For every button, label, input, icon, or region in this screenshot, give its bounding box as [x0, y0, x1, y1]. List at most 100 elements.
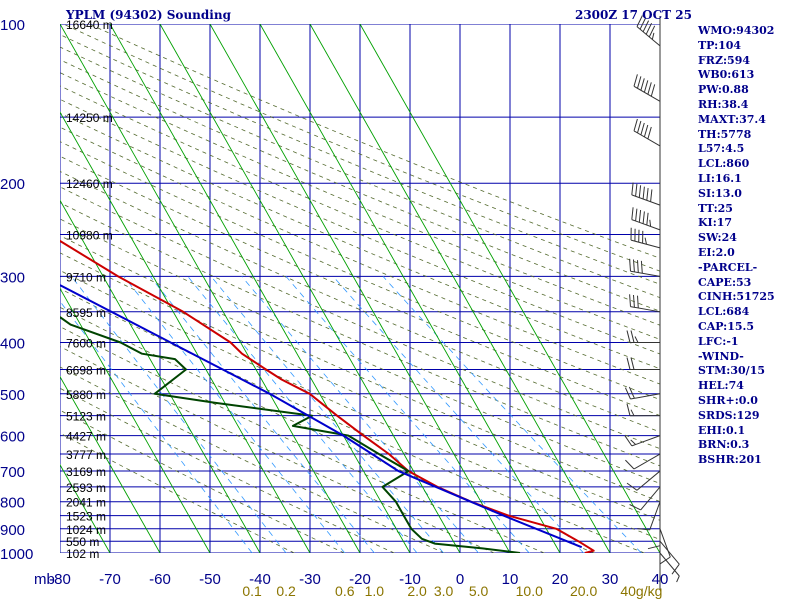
wind-barb-flag — [629, 294, 631, 307]
mixing-ratio-label: 2.0 — [407, 583, 427, 599]
wind-barb-flag — [671, 563, 680, 575]
mixing-ratio-line — [60, 300, 253, 553]
mixing-ratio-line — [210, 276, 444, 553]
dry-adiabat-line — [60, 171, 660, 433]
wind-barb-flag — [642, 20, 650, 33]
wind-barb-staff — [631, 194, 661, 206]
wind-barb-flag — [630, 409, 635, 416]
pressure-tick-label: 700 — [0, 464, 25, 481]
index-item: -PARCEL- — [698, 260, 758, 274]
index-item: BSHR:201 — [698, 453, 762, 467]
dry-adiabat-line — [60, 218, 660, 484]
mixing-ratio-lines — [60, 276, 642, 553]
mixing-ratio-line — [187, 276, 418, 553]
height-label: 6698 m — [66, 364, 106, 378]
wind-barb-flag — [637, 295, 639, 309]
height-label: 5123 m — [66, 410, 106, 424]
wind-barb-flag — [642, 211, 645, 224]
dry-adiabat-line — [63, 24, 660, 272]
height-label: 2593 m — [66, 481, 106, 495]
isotherm-line — [60, 375, 161, 553]
index-item: WB0:613 — [698, 68, 755, 82]
wind-barb-flag — [646, 212, 649, 226]
wind-barb-flag — [648, 25, 656, 38]
wind-barb-flag — [626, 330, 631, 343]
isotherm-line — [359, 24, 660, 553]
wind-barb-flag — [646, 188, 649, 201]
x-tick-label: -60 — [149, 571, 171, 588]
dry-adiabat-line — [60, 34, 660, 285]
wind-barb-staff — [640, 486, 661, 511]
wind-barb-flag — [637, 120, 642, 134]
pressure-tick-label: 500 — [0, 387, 25, 404]
wind-barb-flag — [640, 78, 645, 91]
index-item: LFC:-1 — [698, 334, 739, 348]
wind-barb-staff — [633, 453, 661, 470]
stability-indices-panel: WMO:94302 TP:104 FRZ:594 WB0:613 PW:0.88 RH:3… — [698, 24, 775, 468]
mixing-ratio-line — [71, 276, 287, 553]
dry-adiabat-line — [60, 202, 660, 467]
wind-barb-flag — [629, 258, 631, 272]
pressure-tick-label: 600 — [0, 429, 25, 446]
index-item: SRDS:129 — [698, 408, 760, 422]
wind-barb-flag — [637, 260, 639, 273]
index-item: STM:30/15 — [698, 364, 765, 378]
mixing-ratio-label: 20.0 — [570, 583, 597, 599]
wind-barb-staff — [630, 239, 661, 249]
index-item: SI:13.0 — [698, 186, 742, 200]
height-label: 4427 m — [66, 430, 106, 444]
index-item: EHI:0.1 — [698, 423, 746, 437]
mixing-ratio-line — [382, 276, 642, 553]
x-tick-label: 10 — [502, 571, 519, 588]
mixing-ratio-label: 0.1 — [242, 583, 262, 599]
wind-barb-flag — [644, 237, 647, 245]
index-item: PW:0.88 — [698, 83, 749, 97]
mixing-ratio-label: 5.0 — [469, 583, 489, 599]
mixing-ratio-label: 10.0 — [516, 583, 543, 599]
x-tick-label: -70 — [99, 571, 121, 588]
x-tick-label: -30 — [299, 571, 321, 588]
index-item: TT:25 — [698, 201, 733, 215]
wind-barb-staff — [636, 470, 661, 491]
dry-adiabat-line — [60, 72, 660, 326]
wind-barb-staff — [636, 26, 661, 47]
dewpoint-line — [60, 315, 521, 553]
height-label: 102 m — [66, 547, 99, 561]
isotherm-line — [109, 24, 411, 553]
wind-barb-flag — [650, 189, 653, 202]
x-tick-label: -20 — [349, 571, 371, 588]
index-item: KI:17 — [698, 216, 733, 230]
wind-barb-staff — [633, 85, 661, 102]
mixing-ratio-line — [241, 276, 479, 553]
wind-barb-flag — [633, 118, 638, 132]
x-tick-label: -80 — [49, 571, 71, 588]
wind-barb-flag — [624, 387, 631, 400]
wind-barb-flag — [649, 219, 652, 227]
pressure-tick-label: 800 — [0, 495, 25, 512]
isotherm-line — [60, 199, 261, 553]
wind-barb-flag — [676, 575, 680, 583]
isotherm-line — [159, 24, 461, 553]
wind-barb-flag — [640, 260, 643, 274]
pressure-tick-label: 200 — [0, 176, 25, 193]
wind-barb-flag — [659, 556, 671, 565]
wind-barb-staff — [659, 528, 671, 558]
height-label: 7600 m — [66, 336, 106, 350]
index-item: RH:38.4 — [698, 97, 749, 111]
x-tick-label: -10 — [399, 571, 421, 588]
wind-barb-staff — [649, 501, 661, 531]
height-label: 3777 m — [66, 448, 106, 462]
height-label: 14250 m — [66, 111, 113, 125]
wind-barb-flag — [635, 208, 638, 222]
wind-barb-flag — [624, 435, 633, 447]
index-item: CAP:15.5 — [698, 319, 755, 333]
x-tick-label: -50 — [199, 571, 221, 588]
wind-barb-flag — [635, 183, 638, 197]
wind-barb-flag — [640, 122, 645, 136]
dry-adiabat-line — [60, 366, 445, 553]
height-label: 3169 m — [66, 465, 106, 479]
height-label: 10980 m — [66, 229, 113, 243]
height-label: 550 m — [66, 535, 99, 549]
